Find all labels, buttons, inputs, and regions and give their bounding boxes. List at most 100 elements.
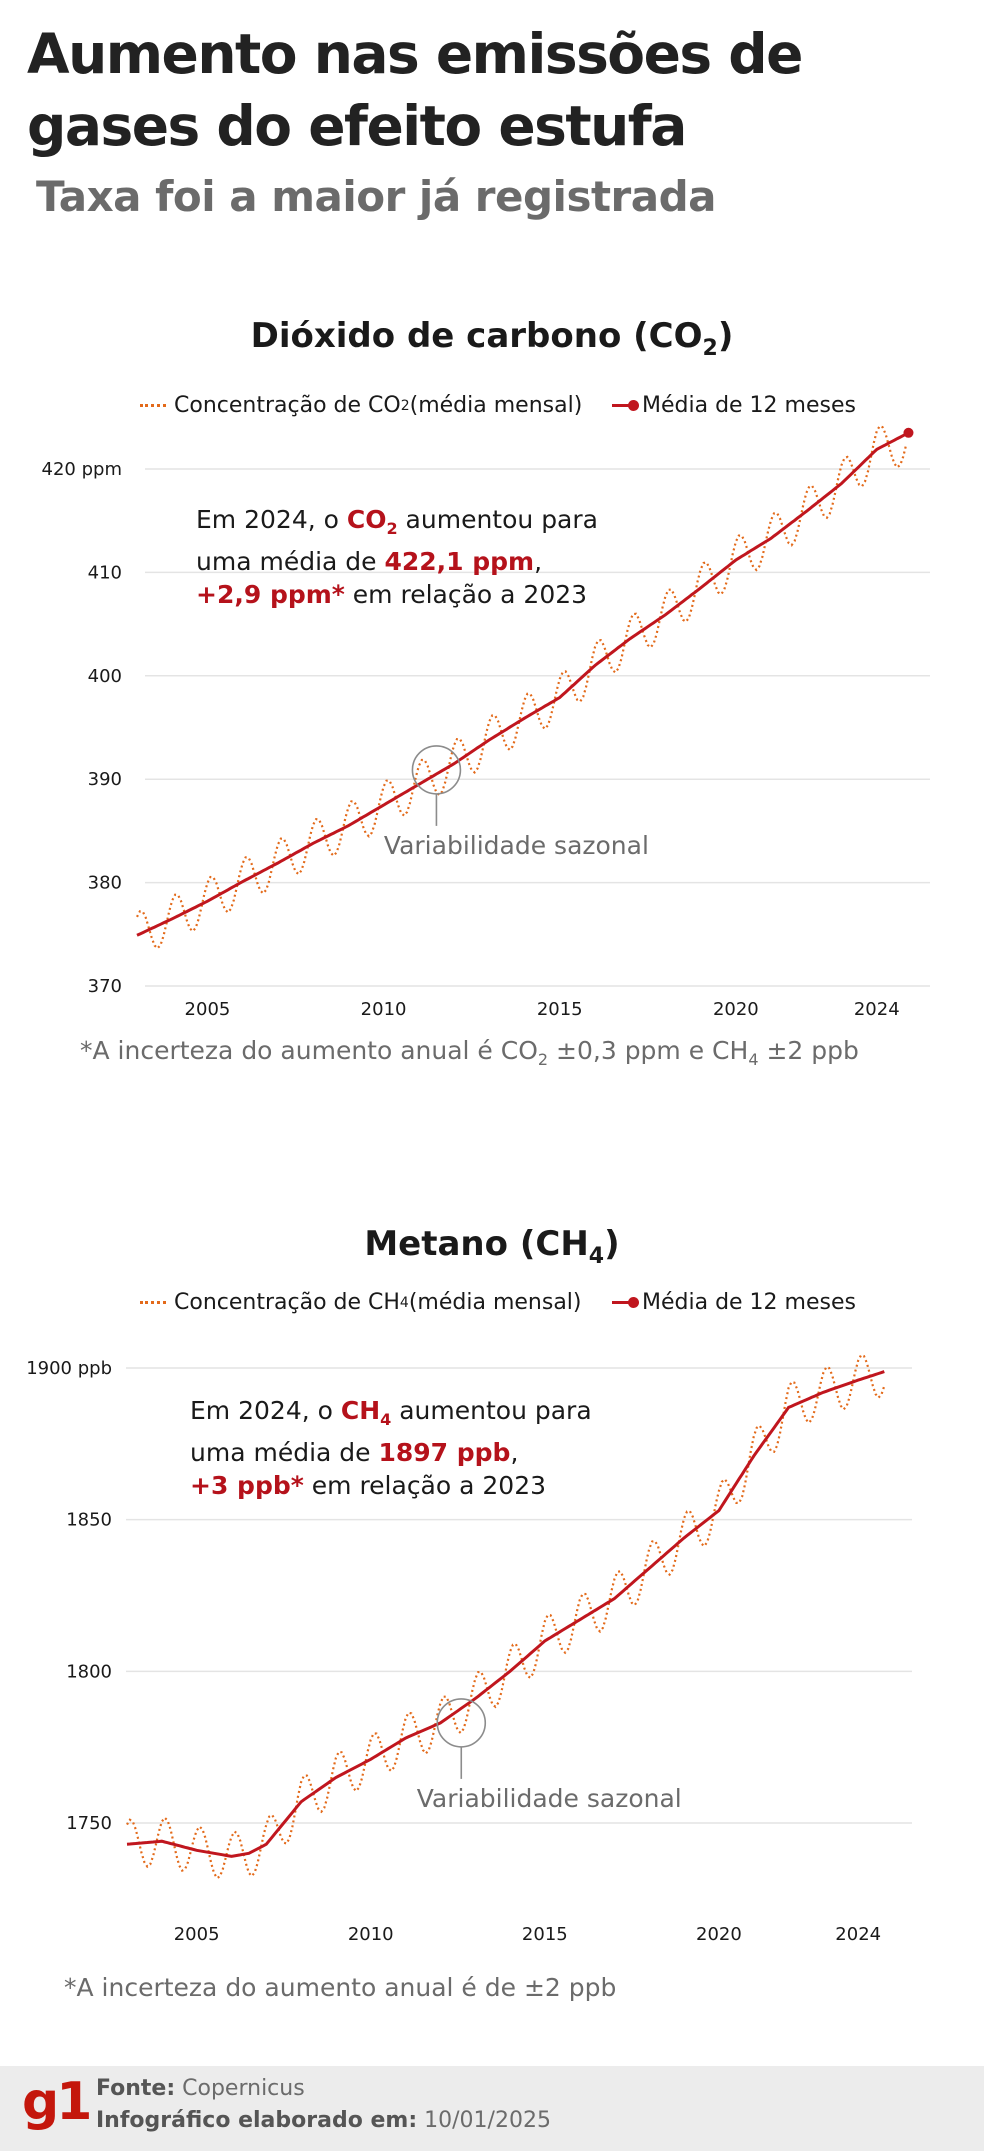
ch4-footnote: *A incerteza do aumento anual é de ±2 pp… <box>64 1973 617 2002</box>
co2-footnote-pre: *A incerteza do aumento anual é CO <box>80 1036 538 1065</box>
x-tick-label: 2015 <box>537 999 583 1020</box>
dotted-line-swatch <box>140 1301 166 1304</box>
average-series-line <box>126 1370 885 1858</box>
date-line: Infográfico elaborado em: 10/01/2025 <box>96 2108 551 2133</box>
co2-legend-average-label: Média de 12 meses <box>642 393 856 418</box>
page-subtitle: Taxa foi a maior já registrada <box>36 172 717 221</box>
ch4-legend-monthly-pre: Concentração de CH <box>174 1290 400 1315</box>
co2-annotation-l1-pre: Em 2024, o <box>196 505 347 534</box>
ch4-title-end: ) <box>604 1224 620 1264</box>
y-tick-label: 1900 ppb <box>26 1358 112 1379</box>
co2-annotation-l1-sub: 2 <box>386 519 398 538</box>
co2-legend-monthly-pre: Concentração de CO <box>174 393 401 418</box>
date-value: 10/01/2025 <box>417 2108 551 2133</box>
co2-annotation-l2-pre: uma média de <box>196 547 385 576</box>
co2-legend-monthly-post: (média mensal) <box>409 393 583 418</box>
co2-annotation-l3-post: em relação a 2023 <box>344 580 588 609</box>
y-tick-label: 370 <box>88 976 122 997</box>
x-tick-label: 2020 <box>713 999 759 1020</box>
ch4-annotation-l1-post: aumentou para <box>391 1396 592 1425</box>
co2-annotation-l1-bold: CO2 <box>346 505 398 538</box>
dotted-line-swatch <box>140 404 166 407</box>
y-tick-label: 400 <box>88 666 122 687</box>
co2-annotation-l1-bold-text: CO <box>346 505 387 534</box>
ch4-legend-monthly-sub: 4 <box>399 1294 409 1311</box>
x-tick-label: 2024 <box>854 999 900 1020</box>
y-tick-label: 410 <box>88 562 122 583</box>
ch4-annotation-line3: +3 ppb* em relação a 2023 <box>190 1471 546 1500</box>
g1-logo: g1 <box>22 2072 92 2132</box>
source-line: Fonte: Copernicus <box>96 2076 305 2101</box>
co2-footnote: *A incerteza do aumento anual é CO2 ±0,3… <box>80 1036 859 1069</box>
co2-annotation-l2-bold: 422,1 ppm <box>384 547 535 576</box>
seasonal-highlight-circle <box>436 1698 487 1748</box>
co2-legend-average: Média de 12 meses <box>612 393 856 418</box>
co2-footnote-mid: ±0,3 ppm e CH <box>548 1036 749 1065</box>
ch4-title-text: Metano (CH <box>364 1224 589 1264</box>
average-series-line <box>136 432 907 937</box>
y-tick-label: 1750 <box>66 1813 112 1834</box>
co2-title-end: ) <box>717 316 734 356</box>
ch4-annotation: Em 2024, o CH4 aumentou para uma média d… <box>190 1394 592 1502</box>
x-tick-label: 2005 <box>174 1924 220 1945</box>
ch4-legend-monthly: Concentração de CH 4 (média mensal) <box>140 1290 582 1315</box>
page-title: Aumento nas emissões de gases do efeito … <box>27 22 803 158</box>
ch4-legend-average: Média de 12 meses <box>612 1290 856 1315</box>
co2-annotation-l1-post: aumentou para <box>397 505 598 534</box>
footer: g1 Fonte: Copernicus Infográfico elabora… <box>0 2066 984 2151</box>
x-tick-label: 2020 <box>696 1924 742 1945</box>
average-end-marker <box>903 427 914 438</box>
ch4-annotation-line1: Em 2024, o CH4 aumentou para <box>190 1396 592 1429</box>
seasonal-label: Variabilidade sazonal <box>417 1784 682 1813</box>
x-tick-label: 2005 <box>185 999 231 1020</box>
ch4-title-subscript: 4 <box>588 1243 605 1269</box>
x-tick-label: 2024 <box>835 1924 881 1945</box>
co2-footnote-sub2: 4 <box>748 1050 759 1069</box>
ch4-annotation-l1-pre: Em 2024, o <box>190 1396 341 1425</box>
y-tick-label: 420 ppm <box>42 459 122 480</box>
ch4-legend-average-label: Média de 12 meses <box>642 1290 856 1315</box>
co2-annotation-line2: uma média de 422,1 ppm, <box>196 547 542 576</box>
ch4-annotation-l1-bold-text: CH <box>340 1396 381 1425</box>
ch4-annotation-l1-sub: 4 <box>380 1410 392 1429</box>
source-value: Copernicus <box>175 2076 305 2101</box>
ch4-annotation-l2-pre: uma média de <box>190 1438 379 1467</box>
co2-annotation-line3: +2,9 ppm* em relação a 2023 <box>196 580 587 609</box>
source-label: Fonte: <box>96 2076 176 2101</box>
x-tick-label: 2010 <box>348 1924 394 1945</box>
co2-legend-monthly-sub: 2 <box>400 397 410 414</box>
y-tick-label: 380 <box>88 873 122 894</box>
ch4-annotation-l3-bold: +3 ppb* <box>190 1471 304 1500</box>
co2-title-subscript: 2 <box>702 335 718 361</box>
y-tick-label: 1850 <box>66 1510 112 1531</box>
co2-title-text: Dióxido de carbono (CO <box>250 316 703 356</box>
ch4-legend-monthly-post: (média mensal) <box>408 1290 582 1315</box>
solid-line-dot-swatch <box>612 1297 639 1308</box>
ch4-annotation-l3-post: em relação a 2023 <box>303 1471 547 1500</box>
y-tick-label: 1800 <box>66 1661 112 1682</box>
monthly-series-line <box>126 1353 886 1880</box>
date-label: Infográfico elaborado em: <box>96 2108 418 2133</box>
ch4-chart-title: Metano (CH4) <box>0 1224 984 1269</box>
co2-annotation-line1: Em 2024, o CO2 aumentou para <box>196 505 598 538</box>
ch4-annotation-line2: uma média de 1897 ppb, <box>190 1438 518 1467</box>
solid-line-dot-swatch <box>612 400 639 411</box>
y-tick-label: 390 <box>88 769 122 790</box>
co2-legend-monthly: Concentração de CO 2 (média mensal) <box>140 393 582 418</box>
co2-chart-title: Dióxido de carbono (CO2) <box>0 316 984 361</box>
x-tick-label: 2010 <box>361 999 407 1020</box>
co2-line-chart: 370 380 390 400 410 420 ppm 2005 2010 2015 2020 20… <box>42 424 930 1020</box>
co2-annotation: Em 2024, o CO2 aumentou para uma média d… <box>196 503 598 611</box>
ch4-annotation-l2-bold: 1897 ppb <box>378 1438 511 1467</box>
monthly-series-line <box>136 424 908 950</box>
ch4-annotation-l1-bold: CH4 <box>340 1396 391 1429</box>
x-tick-label: 2015 <box>522 1924 568 1945</box>
co2-footnote-sub1: 2 <box>537 1050 549 1069</box>
seasonal-label: Variabilidade sazonal <box>384 831 649 860</box>
co2-footnote-post: ±2 ppb <box>758 1036 859 1065</box>
co2-annotation-l2-post: , <box>534 547 543 576</box>
ch4-line-chart: 1750 1800 1850 1900 ppb 2005 2010 2015 2020 2024… <box>26 1353 912 1945</box>
ch4-annotation-l2-post: , <box>510 1438 519 1467</box>
co2-annotation-l3-bold: +2,9 ppm* <box>196 580 345 609</box>
seasonal-highlight-circle <box>411 745 462 795</box>
